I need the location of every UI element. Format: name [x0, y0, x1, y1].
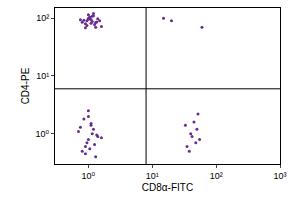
svg-text:10¹: 10¹ — [146, 171, 159, 181]
svg-text:10³: 10³ — [273, 171, 286, 181]
svg-text:10⁰: 10⁰ — [82, 171, 96, 181]
svg-text:10⁰: 10⁰ — [36, 129, 50, 139]
svg-text:10¹: 10¹ — [36, 71, 49, 81]
svg-text:CD8α-FITC: CD8α-FITC — [142, 182, 193, 193]
svg-text:CD4-PE: CD4-PE — [20, 67, 31, 104]
svg-text:10²: 10² — [36, 13, 49, 23]
svg-text:10²: 10² — [210, 171, 223, 181]
